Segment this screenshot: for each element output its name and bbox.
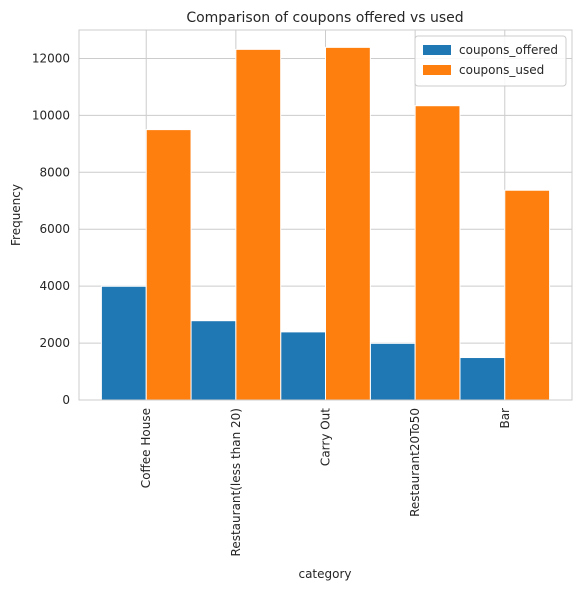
- x-axis-label: category: [298, 567, 351, 581]
- x-tick-label: Restaurant(less than 20): [229, 408, 243, 556]
- x-tick-label: Carry Out: [319, 408, 333, 466]
- legend: coupons_offered coupons_used: [414, 35, 567, 87]
- legend-swatch: [423, 65, 451, 75]
- y-tick-label: 10000: [32, 108, 70, 122]
- x-tick-label: Bar: [498, 408, 512, 429]
- bar-coupons_offered-1: [190, 320, 237, 401]
- y-tick-label: 6000: [39, 222, 70, 236]
- bar-coupons_used-1: [235, 48, 282, 401]
- bar-coupons_used-2: [325, 46, 371, 401]
- legend-swatch: [423, 45, 451, 55]
- bars: [100, 46, 551, 401]
- y-axis-label: Frequency: [9, 184, 23, 246]
- x-tick-label: Coffee House: [139, 408, 153, 488]
- bar-coupons_used-3: [414, 105, 461, 401]
- x-tick-label: Restaurant20To50: [408, 408, 422, 517]
- legend-box: [414, 35, 567, 87]
- x-tick-labels: Coffee House Restaurant(less than 20) Carr…: [139, 408, 512, 557]
- legend-label: coupons_used: [459, 63, 544, 77]
- bar-coupons_used-4: [504, 189, 551, 401]
- y-tick-label: 2000: [39, 336, 70, 350]
- bar-coupons_offered-0: [100, 285, 147, 401]
- y-tick-label: 12000: [32, 51, 70, 65]
- bar-coupons_offered-3: [369, 342, 416, 401]
- y-tick-label: 0: [62, 393, 70, 407]
- y-tick-labels: 0 2000 4000 6000 8000 10000 12000: [32, 51, 70, 407]
- plot-frame: [78, 29, 573, 401]
- bar-coupons_offered-2: [280, 331, 327, 401]
- bar-coupons_used-0: [145, 129, 192, 401]
- y-tick-label: 4000: [39, 279, 70, 293]
- bar-coupons_offered-4: [459, 357, 506, 401]
- y-tick-label: 8000: [39, 165, 70, 179]
- legend-label: coupons_offered: [459, 43, 558, 57]
- chart-title: Comparison of coupons offered vs used: [186, 10, 463, 26]
